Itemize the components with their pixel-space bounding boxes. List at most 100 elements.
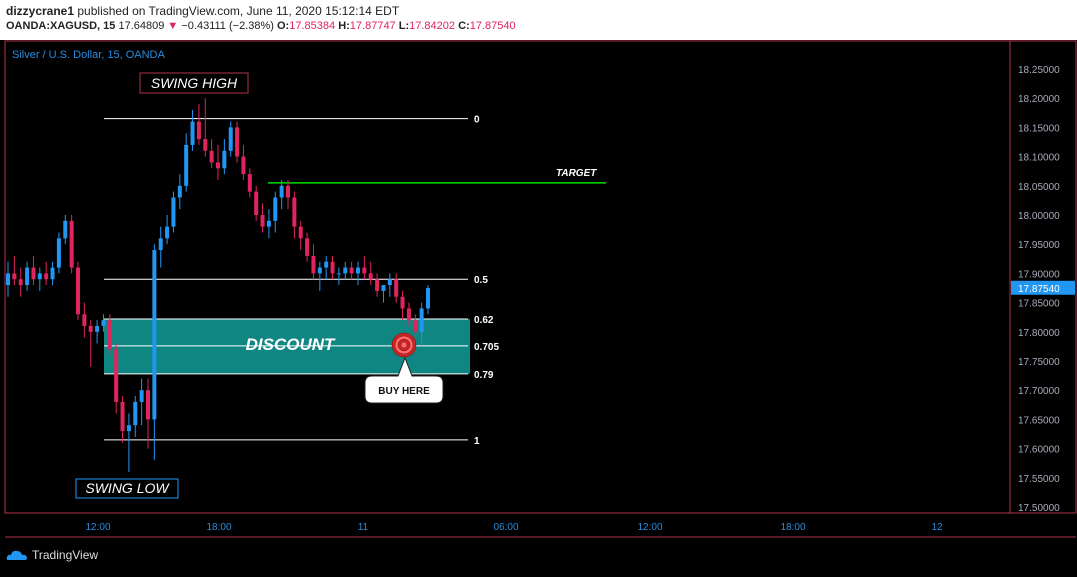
candle[interactable] [311, 244, 316, 280]
candle[interactable] [343, 261, 348, 280]
candle[interactable] [139, 378, 144, 426]
candle[interactable] [349, 261, 354, 280]
candle[interactable] [50, 261, 55, 286]
publish-header: dizzycrane1 published on TradingView.com… [0, 0, 1077, 40]
symbol-label: OANDA:XAGUSD, 15 [6, 20, 116, 32]
tradingview-brand[interactable]: TradingView [6, 548, 98, 562]
candle[interactable] [273, 191, 278, 233]
candle[interactable] [292, 191, 297, 239]
candle[interactable] [120, 396, 125, 443]
candle[interactable] [222, 139, 227, 175]
candle[interactable] [152, 244, 157, 461]
candle[interactable] [56, 232, 61, 274]
candle[interactable] [37, 267, 42, 291]
change-arrow-icon: ▼ [167, 20, 179, 32]
candle[interactable] [190, 109, 195, 151]
low-label: L: [398, 20, 410, 32]
candle[interactable] [247, 168, 252, 198]
candle[interactable] [114, 343, 119, 414]
candle[interactable] [406, 302, 411, 326]
candle[interactable] [324, 255, 329, 280]
swing-low-box[interactable] [75, 478, 179, 499]
candle[interactable] [25, 261, 30, 291]
candle[interactable] [107, 314, 112, 356]
candle[interactable] [266, 209, 271, 239]
candle[interactable] [12, 255, 17, 286]
price-tick-label: 17.80000 [1018, 328, 1060, 339]
candle[interactable] [165, 215, 170, 245]
candle-body [222, 150, 227, 169]
candle[interactable] [254, 185, 259, 221]
candle[interactable] [82, 302, 87, 338]
candle-body [298, 226, 303, 239]
candle[interactable] [235, 121, 240, 163]
candle-body [419, 308, 424, 332]
candle[interactable] [413, 314, 418, 338]
candle-body [279, 185, 284, 198]
candle[interactable] [356, 261, 360, 286]
candle[interactable] [6, 261, 10, 297]
candle-body [203, 139, 208, 151]
target-icon[interactable] [391, 332, 417, 358]
candle[interactable] [241, 144, 246, 180]
candle[interactable] [381, 285, 386, 303]
chart-background [0, 40, 1077, 541]
candle-body [146, 390, 150, 420]
buy-here-callout[interactable] [364, 356, 444, 404]
candle-body [120, 401, 125, 432]
price-tick-label: 17.60000 [1018, 445, 1060, 456]
candle[interactable] [63, 215, 68, 245]
candle[interactable] [209, 139, 214, 169]
candle-body [400, 296, 405, 309]
candle[interactable] [18, 267, 23, 297]
candle[interactable] [394, 273, 399, 303]
price-tick-label: 17.85000 [1018, 299, 1060, 310]
candle[interactable] [203, 98, 208, 157]
candle[interactable] [88, 320, 93, 367]
candle-body [12, 273, 17, 280]
open-label: O: [277, 20, 290, 32]
candle[interactable] [76, 261, 80, 321]
candle[interactable] [305, 232, 310, 262]
candle[interactable] [228, 121, 233, 157]
candle[interactable] [158, 226, 163, 268]
candle[interactable] [31, 255, 36, 286]
candle[interactable] [216, 144, 220, 180]
candle[interactable] [387, 273, 392, 297]
swing-high-box[interactable] [139, 72, 249, 94]
candle-body [324, 261, 329, 268]
candle[interactable] [330, 255, 335, 280]
publisher-name[interactable]: dizzycrane1 [6, 4, 75, 18]
candle[interactable] [419, 302, 424, 344]
candle[interactable] [126, 413, 131, 472]
candle[interactable] [196, 104, 201, 145]
candle[interactable] [95, 320, 100, 344]
ohlc-line: OANDA:XAGUSD, 15 17.64809 ▼ −0.43111 (−2… [6, 20, 516, 32]
candle[interactable] [286, 179, 290, 210]
candle[interactable] [336, 267, 341, 286]
candle[interactable] [426, 285, 430, 315]
candle[interactable] [362, 255, 367, 280]
candle[interactable] [400, 290, 405, 321]
candle[interactable] [171, 191, 176, 233]
price-tick-label: 17.95000 [1018, 240, 1060, 251]
candle[interactable] [101, 314, 106, 332]
candle-body [63, 220, 68, 239]
candle[interactable] [44, 261, 49, 286]
candle[interactable] [368, 261, 373, 286]
candle[interactable] [260, 203, 265, 233]
candle[interactable] [69, 215, 74, 274]
candle-body [56, 238, 61, 268]
low-value: 17.84202 [409, 20, 456, 32]
candle[interactable] [177, 174, 182, 210]
candle[interactable] [375, 273, 380, 297]
candle[interactable] [146, 378, 150, 449]
candle[interactable] [279, 179, 284, 210]
candle[interactable] [184, 133, 189, 192]
candle-body [349, 267, 354, 274]
candle-body [44, 273, 49, 280]
price-chart[interactable]: Silver / U.S. Dollar, 15, OANDA 0 0.5 0.62… [0, 40, 1077, 541]
candle[interactable] [317, 261, 322, 291]
candle[interactable] [298, 220, 303, 251]
candle[interactable] [133, 396, 138, 437]
